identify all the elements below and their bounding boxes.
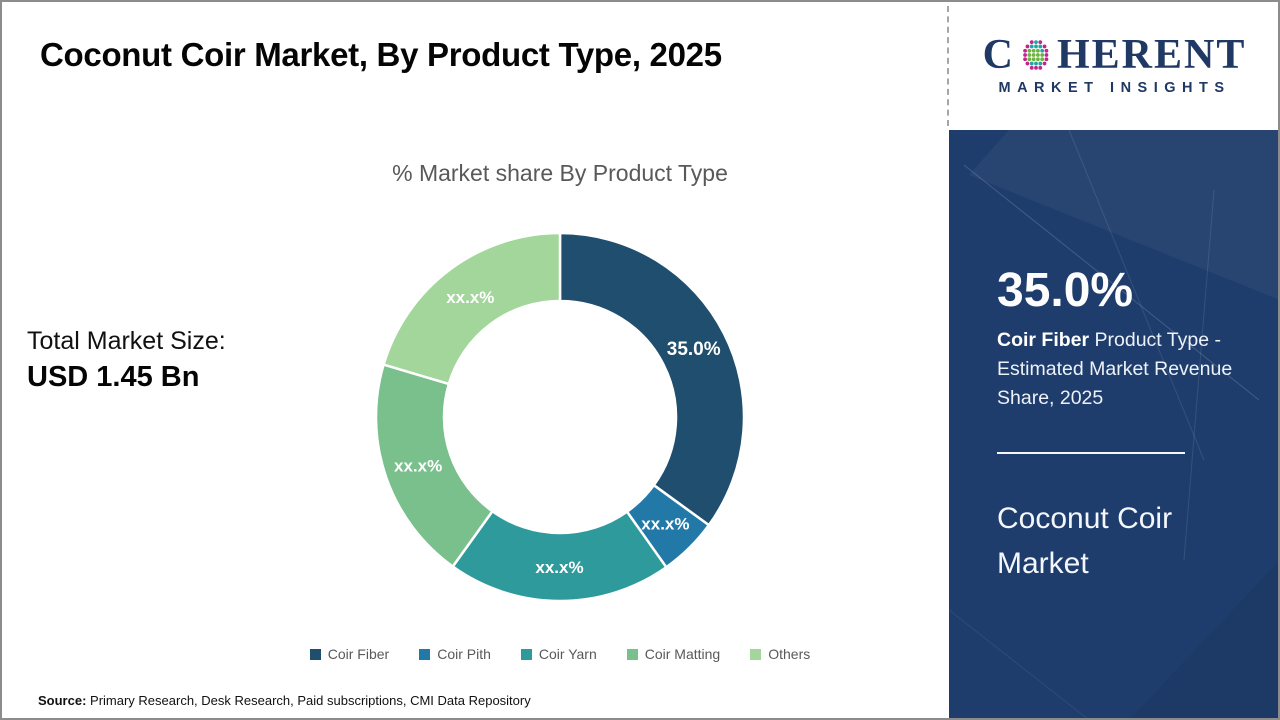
legend-label: Coir Yarn xyxy=(538,646,597,662)
segment-label-coir-pith: xx.x% xyxy=(641,515,689,534)
coherent-logo: C HERENT xyxy=(983,34,1247,76)
segment-label-others: xx.x% xyxy=(446,288,494,307)
sidebar-market-title: Coconut Coir Market xyxy=(997,502,1173,580)
donut-chart: 35.0% xx.x% xx.x% xx.x% xx.x% xyxy=(374,231,746,603)
vertical-dashed-divider xyxy=(947,6,949,126)
chart-subtitle: % Market share By Product Type xyxy=(392,160,728,186)
page-title: Coconut Coir Market, By Product Type, 20… xyxy=(40,36,722,73)
donut-segment-coir-matting xyxy=(374,363,494,568)
source-text: Primary Research, Desk Research, Paid su… xyxy=(86,693,531,708)
legend-item-coir-matting: Coir Matting xyxy=(626,646,721,662)
legend-label: Coir Fiber xyxy=(327,646,390,662)
legend-label: Coir Pith xyxy=(437,646,491,662)
logo-area: C HERENT MARKET INSIGHTS xyxy=(949,0,1280,130)
stat-description-bold: Coir Fiber xyxy=(997,329,1090,351)
segment-label-coir-matting: xx.x% xyxy=(394,457,442,476)
sidebar-map-texture xyxy=(949,130,1280,720)
sidebar-divider xyxy=(997,452,1185,454)
source-line: Source: Primary Research, Desk Research,… xyxy=(38,693,531,708)
legend-label: Others xyxy=(768,646,811,662)
legend-item-coir-yarn: Coir Yarn xyxy=(520,646,597,662)
legend-item-coir-pith: Coir Pith xyxy=(419,646,491,662)
chart-legend: Coir Fiber Coir Pith Coir Yarn Coir Matting… xyxy=(190,646,930,662)
stat-value: 35.0% xyxy=(997,264,1134,317)
donut-segment-others xyxy=(382,231,562,386)
legend-item-coir-fiber: Coir Fiber xyxy=(309,646,390,662)
logo-word-end: HERENT xyxy=(1056,32,1247,78)
legend-swatch-icon xyxy=(626,648,638,660)
legend-label: Coir Matting xyxy=(644,646,721,662)
stat-description: Coir Fiber Product Type - Estimated Mark… xyxy=(997,326,1253,413)
stat-description-rest: Product Type - Estimated Market Revenue … xyxy=(997,329,1233,409)
coherent-dotted-o-icon xyxy=(1023,40,1049,70)
segment-label-coir-yarn: xx.x% xyxy=(535,558,583,577)
donut-segment-coir-yarn xyxy=(451,510,668,603)
source-label: Source: xyxy=(38,693,87,708)
sidebar-panel: 35.0% Coir Fiber Product Type - Estimate… xyxy=(949,130,1280,720)
donut-segment-coir-fiber xyxy=(558,231,746,527)
segment-label-coir-fiber: 35.0% xyxy=(667,339,721,360)
legend-swatch-icon xyxy=(750,648,762,660)
total-market-size-label: Total Market Size: xyxy=(27,327,226,355)
legend-swatch-icon xyxy=(520,648,532,660)
logo-subtitle: MARKET INSIGHTS xyxy=(998,80,1231,96)
legend-swatch-icon xyxy=(419,648,431,660)
legend-item-others: Others xyxy=(750,646,810,662)
logo-word-start: C xyxy=(982,32,1015,78)
total-market-size-block: Total Market Size: USD 1.45 Bn xyxy=(27,327,226,394)
legend-swatch-icon xyxy=(309,648,321,660)
total-market-size-value: USD 1.45 Bn xyxy=(27,361,200,393)
